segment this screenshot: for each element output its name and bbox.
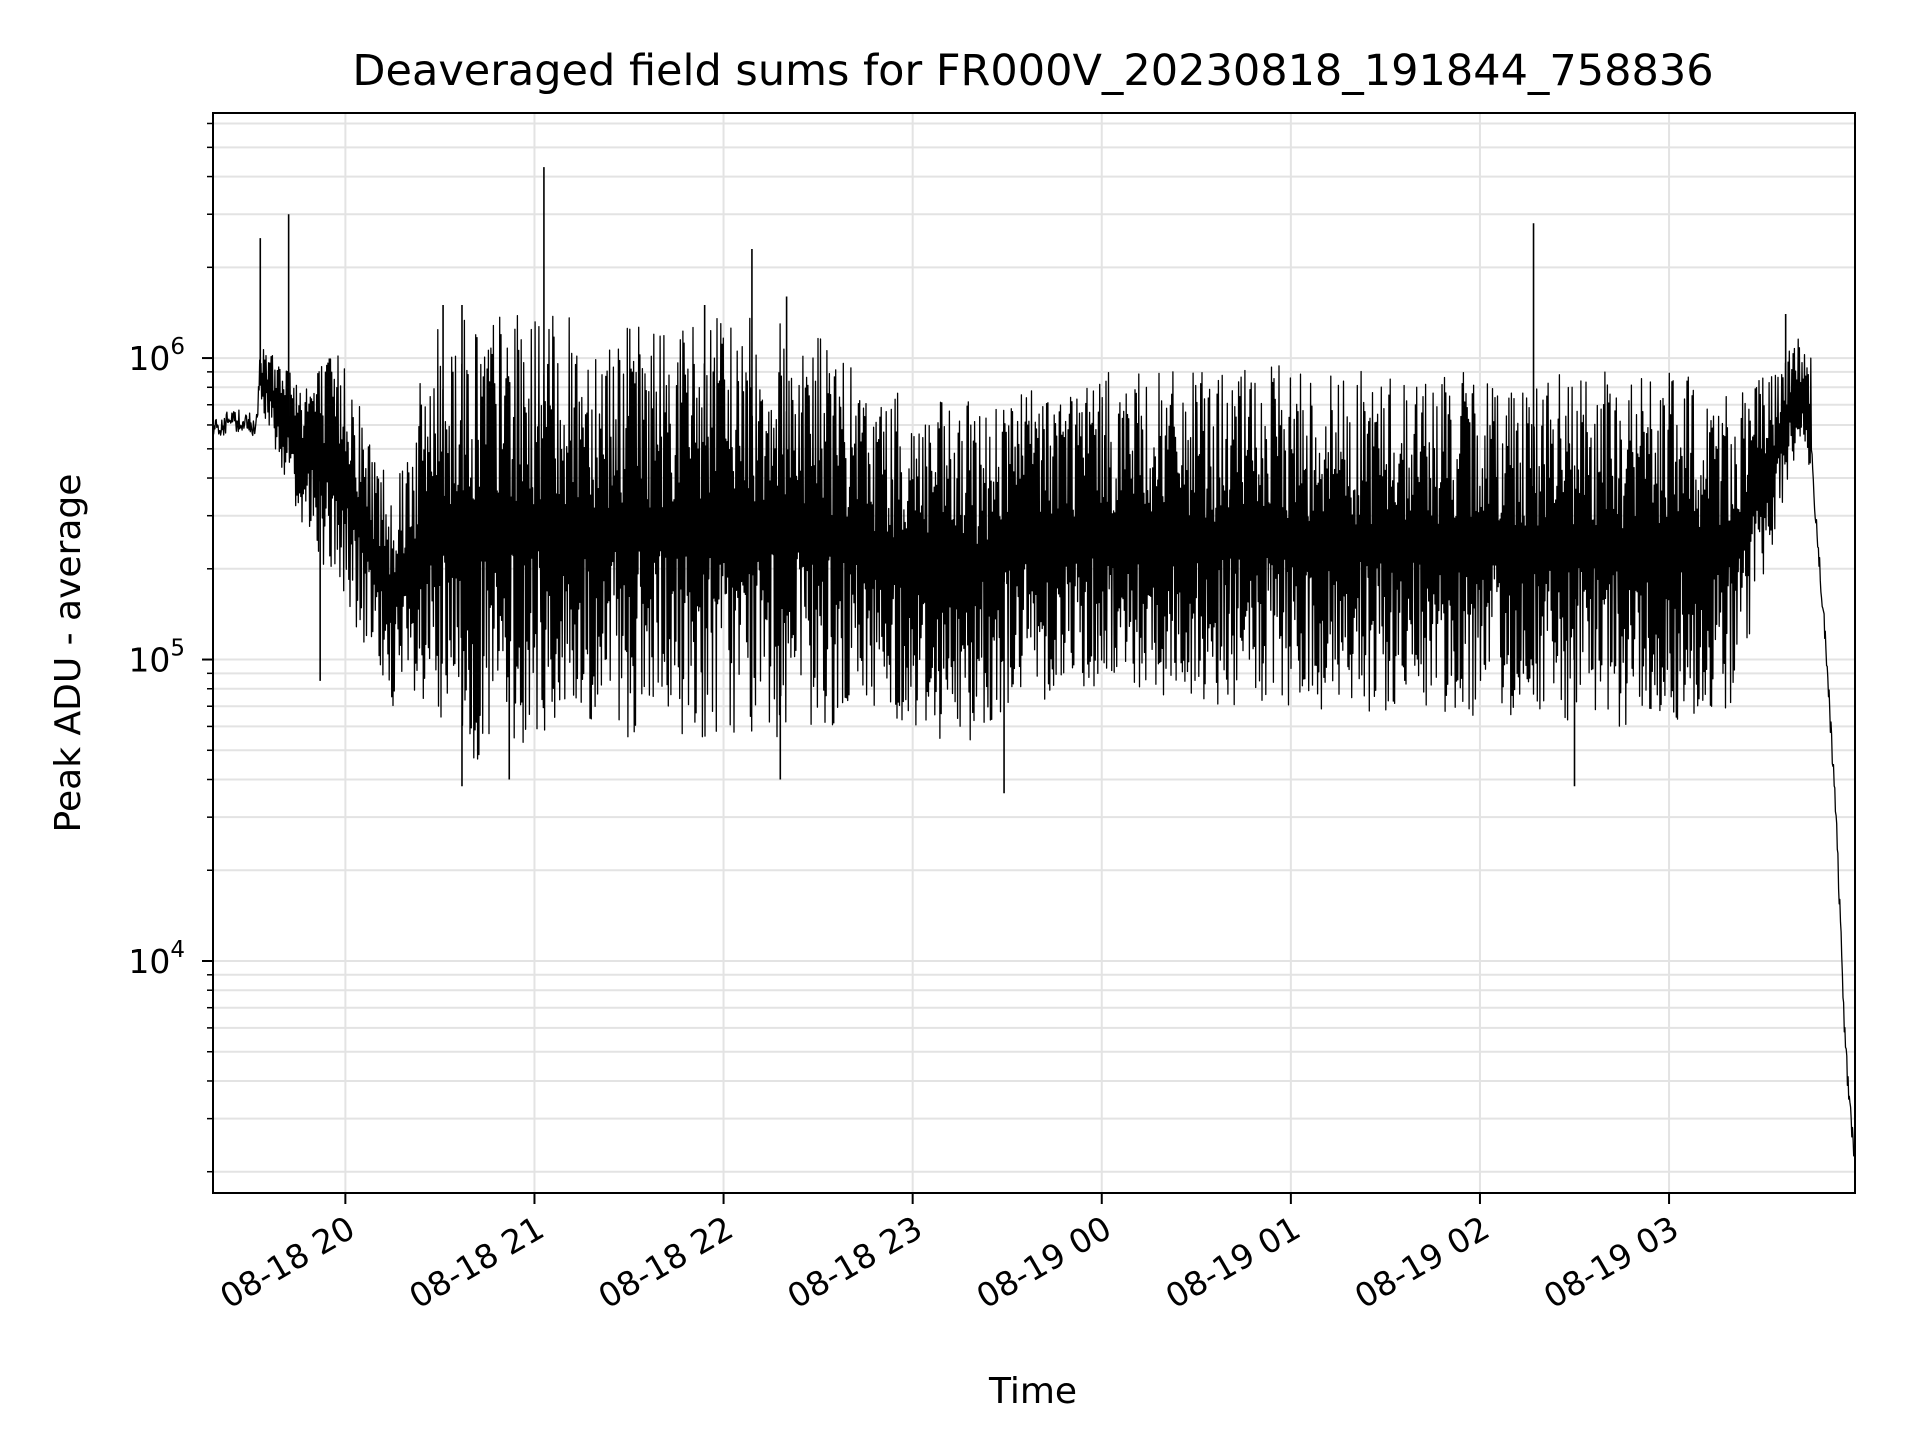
x-tick-label: 08-19 00 [970, 1208, 1118, 1316]
y-tick-label: 106 [128, 334, 185, 378]
chart-title: Deaveraged field sums for FR000V_2023081… [352, 46, 1713, 96]
plot-frame [212, 112, 1856, 1194]
plot-area [212, 167, 1856, 1166]
y-tick-label: 105 [128, 636, 185, 680]
x-axis: 08-18 20 08-18 21 08-18 22 08-18 23 08-19 00… [213, 1193, 1685, 1316]
x-tick-label: 08-19 01 [1159, 1208, 1307, 1316]
y-tick-label: 104 [128, 937, 185, 981]
y-axis-label: Peak ADU - average [48, 474, 89, 833]
x-axis-label: Time [988, 1371, 1077, 1412]
x-tick-label: 08-18 23 [781, 1208, 929, 1316]
series-line [212, 314, 1856, 1166]
y-axis: 104 105 106 [128, 122, 213, 1173]
x-tick-label: 08-18 21 [402, 1208, 550, 1316]
x-tick-label: 08-19 03 [1537, 1208, 1685, 1316]
x-tick-label: 08-18 22 [592, 1208, 740, 1316]
x-tick-label: 08-19 02 [1348, 1208, 1496, 1316]
x-tick-label: 08-18 20 [213, 1208, 361, 1316]
